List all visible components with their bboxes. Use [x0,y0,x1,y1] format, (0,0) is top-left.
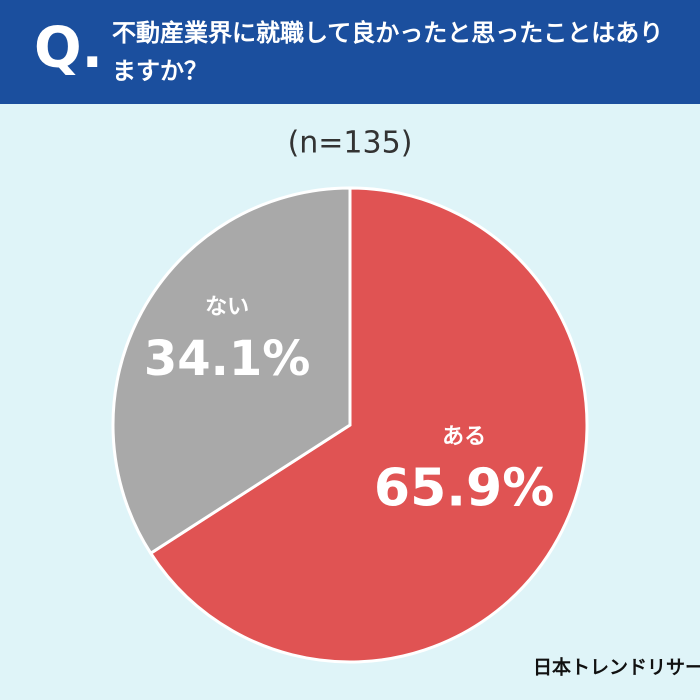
value-label: 34.1% [144,331,311,387]
pie-slice [111,186,352,556]
slice-label: ある [442,424,486,449]
slice-label: ない [205,295,249,320]
value-label: 65.9% [374,458,554,518]
question-mark: Q. [34,16,103,81]
chart-title: 不動産業界に就職して良かったと思ったことはありますか？ [112,19,664,85]
source: 日本トレンドリサーチ [533,656,700,679]
header: Q. 不動産業界に就職して良かったと思ったことはありますか？ [0,0,700,104]
pie-slice [148,186,589,664]
chart: (n=135) 日本トレンドリサーチ ある 65.9% ない 34.1% [111,126,700,679]
chart-subtitle: (n=135) [288,126,413,161]
